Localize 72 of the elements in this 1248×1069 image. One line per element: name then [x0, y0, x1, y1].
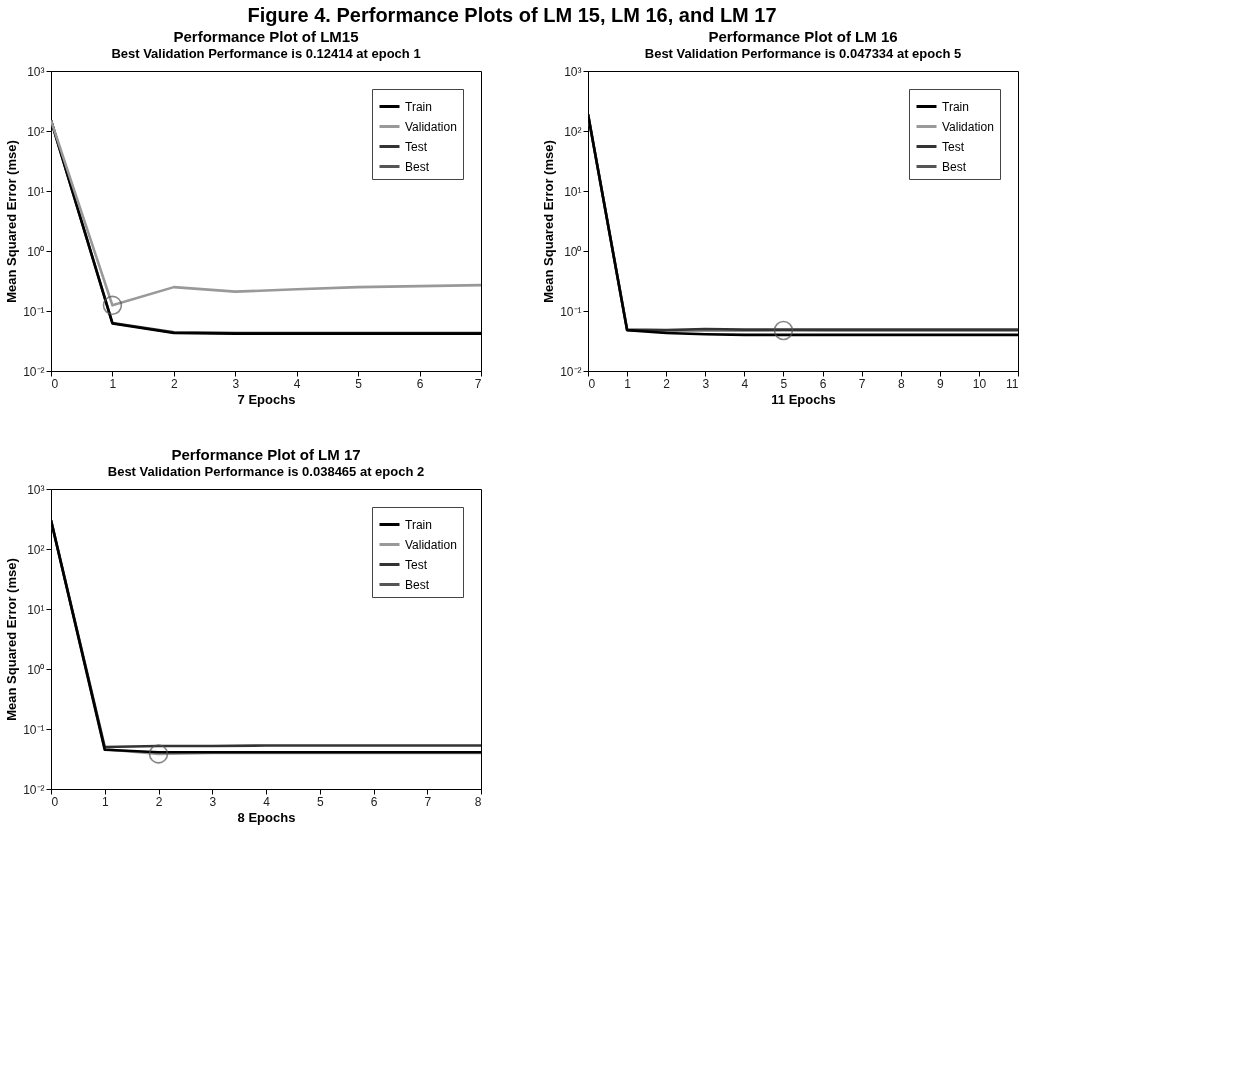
chart-title: Performance Plot of LM15 [173, 28, 359, 45]
x-tick-label: 2 [155, 794, 163, 809]
x-tick-label: 0 [51, 794, 59, 809]
legend-label: Best [405, 577, 430, 592]
x-tick-label: 10 [972, 376, 987, 391]
y-tick-label: 10² [27, 542, 45, 557]
x-tick-label: 6 [370, 794, 378, 809]
legend-label: Validation [405, 537, 457, 552]
y-tick-label: 10⁻² [23, 782, 45, 797]
legend-label: Validation [942, 119, 994, 134]
x-tick-label: 0 [588, 376, 596, 391]
y-tick-label: 10⁻² [560, 364, 582, 379]
x-tick-label: 1 [624, 376, 632, 391]
chart-subtitle: Best Validation Performance is 0.12414 at epoch 1 [111, 46, 421, 61]
x-tick-label: 3 [232, 376, 240, 391]
legend-label: Best [942, 159, 967, 174]
y-tick-label: 10³ [564, 64, 582, 79]
x-tick-label: 4 [741, 376, 749, 391]
x-tick-label: 7 [424, 794, 432, 809]
x-tick-label: 8 [897, 376, 905, 391]
x-tick-label: 7 [858, 376, 866, 391]
x-tick-label: 11 [1006, 376, 1019, 391]
x-tick-label: 6 [819, 376, 827, 391]
legend-label: Train [405, 517, 432, 532]
legend-label: Validation [405, 119, 457, 134]
x-tick-label: 7 [474, 376, 482, 391]
legend-label: Test [405, 557, 428, 572]
x-tick-label: 4 [293, 376, 301, 391]
y-tick-label: 10⁻¹ [23, 722, 45, 737]
y-tick-label: 10⁰ [27, 662, 45, 677]
legend-label: Test [942, 139, 965, 154]
x-tick-label: 8 [474, 794, 482, 809]
y-tick-label: 10³ [27, 482, 45, 497]
legend-label: Train [942, 99, 969, 114]
y-axis-title: Mean Squared Error (mse) [4, 558, 20, 721]
legend-label: Best [405, 159, 430, 174]
x-axis-title: 11 Epochs [771, 391, 836, 407]
y-tick-label: 10¹ [564, 184, 582, 199]
x-tick-label: 5 [355, 376, 363, 391]
chart-subtitle: Best Validation Performance is 0.047334 at epoch 5 [644, 46, 962, 61]
y-tick-label: 10⁻² [23, 364, 45, 379]
chart-title: Performance Plot of LM 17 [171, 446, 361, 463]
x-tick-label: 5 [316, 794, 324, 809]
x-tick-label: 1 [101, 794, 109, 809]
x-tick-label: 2 [171, 376, 179, 391]
x-tick-label: 3 [702, 376, 710, 391]
legend-label: Test [405, 139, 428, 154]
y-tick-label: 10² [564, 124, 582, 139]
y-tick-label: 10⁰ [27, 244, 45, 259]
x-tick-label: 0 [51, 376, 59, 391]
x-tick-label: 2 [663, 376, 671, 391]
x-tick-label: 3 [209, 794, 217, 809]
chart-title: Performance Plot of LM 16 [708, 28, 898, 45]
legend-label: Train [405, 99, 432, 114]
x-tick-label: 4 [263, 794, 271, 809]
caption: Figure 4. Performance Plots of LM 15, LM 16, and LM 17 [247, 3, 777, 26]
y-tick-label: 10⁻¹ [560, 304, 582, 319]
y-tick-label: 10³ [27, 64, 45, 79]
y-axis-title: Mean Squared Error (mse) [541, 140, 557, 303]
x-tick-label: 6 [416, 376, 424, 391]
x-tick-label: 5 [780, 376, 788, 391]
x-tick-label: 9 [936, 376, 944, 391]
chart-subtitle: Best Validation Performance is 0.038465 at epoch 2 [107, 464, 425, 479]
x-axis-title: 7 Epochs [237, 391, 296, 407]
x-axis-title: 8 Epochs [237, 809, 296, 825]
y-tick-label: 10¹ [27, 602, 45, 617]
x-tick-label: 1 [109, 376, 117, 391]
y-tick-label: 10¹ [27, 184, 45, 199]
y-axis-title: Mean Squared Error (mse) [4, 140, 20, 303]
y-tick-label: 10² [27, 124, 45, 139]
y-tick-label: 10⁰ [564, 244, 582, 259]
y-tick-label: 10⁻¹ [23, 304, 45, 319]
